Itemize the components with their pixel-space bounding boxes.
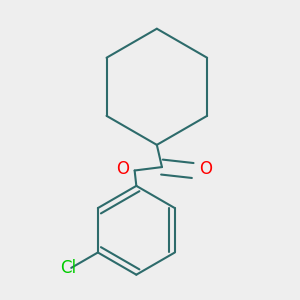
Text: O: O (199, 160, 212, 178)
Text: O: O (116, 160, 129, 178)
Text: Cl: Cl (60, 259, 76, 277)
